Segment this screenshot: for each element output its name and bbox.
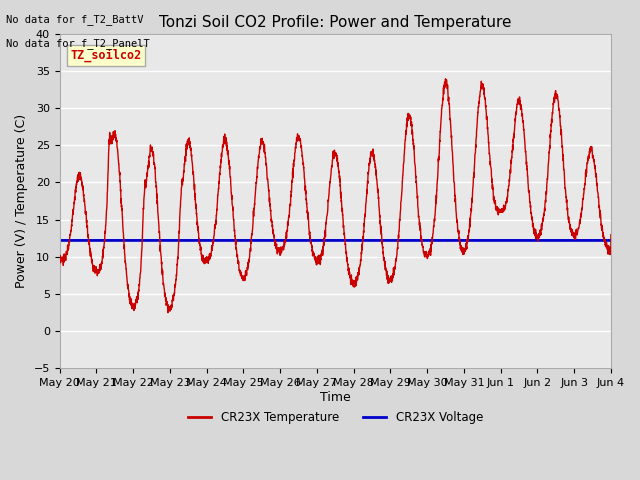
Title: Tonzi Soil CO2 Profile: Power and Temperature: Tonzi Soil CO2 Profile: Power and Temper… bbox=[159, 15, 511, 30]
Y-axis label: Power (V) / Temperature (C): Power (V) / Temperature (C) bbox=[15, 114, 28, 288]
Legend: CR23X Temperature, CR23X Voltage: CR23X Temperature, CR23X Voltage bbox=[183, 407, 488, 429]
Text: No data for f_T2_PanelT: No data for f_T2_PanelT bbox=[6, 38, 150, 49]
Text: TZ_soilco2: TZ_soilco2 bbox=[70, 49, 142, 62]
Text: No data for f_T2_BattV: No data for f_T2_BattV bbox=[6, 14, 144, 25]
X-axis label: Time: Time bbox=[320, 391, 351, 404]
